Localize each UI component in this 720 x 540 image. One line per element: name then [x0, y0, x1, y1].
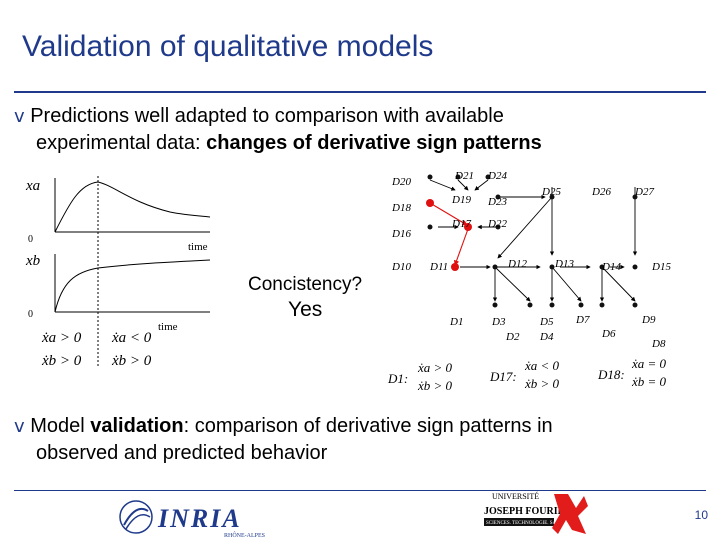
svg-text:D3: D3: [491, 316, 506, 328]
svg-text:D24: D24: [487, 170, 507, 182]
svg-text:D21: D21: [454, 170, 474, 182]
svg-text:JOSEPH FOURIER: JOSEPH FOURIER: [484, 506, 572, 517]
svg-text:D1: D1: [449, 316, 463, 328]
bullet1-line2-bold: changes of derivative sign patterns: [206, 132, 542, 154]
svg-text:UNIVERSITÉ: UNIVERSITÉ: [492, 491, 539, 501]
svg-text:RHÔNE-ALPES: RHÔNE-ALPES: [224, 531, 265, 539]
inria-logo: INRIA RHÔNE-ALPES: [119, 500, 265, 539]
svg-text:D9: D9: [641, 314, 656, 326]
bullet2-line2: observed and predicted behavior: [36, 442, 328, 464]
bullet-validation: v Model validation: comparison of deriva…: [14, 413, 720, 466]
d18-xb: ẋb = 0: [631, 374, 667, 389]
slide-title: Validation of qualitative models: [22, 30, 434, 63]
bullet-predictions: v Predictions well adapted to comparison…: [14, 103, 720, 156]
xb-curve: [54, 259, 211, 313]
svg-text:SCIENCES. TECHNOLOGIE. SANTÉ: SCIENCES. TECHNOLOGIE. SANTÉ: [486, 520, 566, 526]
xa-time-label: time: [188, 241, 208, 253]
state-transition-graph: D20 D21 D24 D18 D19 D23 D25 D26 D27 D16 …: [387, 170, 671, 393]
svg-text:D12: D12: [507, 258, 527, 270]
d1-xa: ẋa > 0: [417, 360, 453, 375]
bullet1-line2-prefix: experimental data:: [36, 132, 207, 154]
graph-nodes: [427, 174, 638, 308]
svg-text:D22: D22: [487, 218, 507, 230]
xa-zero: 0: [28, 234, 33, 245]
svg-text:D26: D26: [591, 186, 611, 198]
deriv-left-a: ẋa > 0: [41, 330, 82, 346]
svg-text:D18: D18: [391, 202, 411, 214]
deriv-left-b: ẋb > 0: [41, 353, 82, 369]
svg-text:D4: D4: [539, 331, 554, 343]
svg-text:D15: D15: [651, 261, 671, 273]
highlighted-nodes: [426, 199, 472, 271]
svg-text:D19: D19: [451, 194, 471, 206]
time-plots: xa xb 0 0 time time ẋa > 0 ẋb > 0 ẋa < 0…: [25, 176, 211, 369]
d1-xb: ẋb > 0: [417, 378, 453, 393]
graph-node-labels: D20 D21 D24 D18 D19 D23 D25 D26 D27 D16 …: [391, 170, 671, 350]
svg-text:D14: D14: [601, 261, 621, 273]
highlighted-path: [429, 202, 469, 266]
deriv-right-a: ẋa < 0: [111, 330, 152, 346]
svg-text:D13: D13: [554, 258, 574, 270]
svg-text:D16: D16: [391, 228, 411, 240]
xb-time-label: time: [158, 321, 178, 333]
svg-text:D23: D23: [487, 196, 507, 208]
d17-xa: ẋa < 0: [524, 358, 560, 373]
d18-xa: ẋa = 0: [631, 356, 667, 371]
svg-text:D20: D20: [391, 176, 411, 188]
state-annotations: D1: ẋa > 0 ẋb > 0 D17: ẋa < 0 ẋb > 0 D18…: [387, 356, 667, 393]
bullet2-bold: validation: [90, 415, 184, 437]
d18-label: D18:: [597, 367, 625, 382]
ujf-logo: UNIVERSITÉ JOSEPH FOURIER SCIENCES. TECH…: [484, 491, 588, 534]
svg-text:D17: D17: [451, 218, 471, 230]
title-divider: [14, 91, 706, 93]
bullet2-prefix: Model: [30, 415, 91, 437]
bullet-icon: v: [14, 416, 25, 437]
svg-text:D2: D2: [505, 331, 520, 343]
svg-text:D7: D7: [575, 314, 590, 326]
svg-text:D10: D10: [391, 261, 411, 273]
footer-divider: [14, 490, 706, 491]
page-number: 10: [694, 508, 708, 522]
svg-text:D6: D6: [601, 328, 616, 340]
deriv-right-b: ẋb > 0: [111, 353, 152, 369]
bullet1-line1: Predictions well adapted to comparison w…: [30, 105, 504, 127]
xb-zero: 0: [28, 309, 33, 320]
bullet-icon: v: [14, 106, 25, 127]
svg-text:D5: D5: [539, 316, 554, 328]
consistency-question: Concistency?: [248, 274, 363, 295]
svg-text:D8: D8: [651, 338, 666, 350]
xa-curve: [54, 181, 211, 233]
svg-text:D25: D25: [541, 186, 561, 198]
xb-label: xb: [25, 253, 41, 269]
xa-label: xa: [25, 178, 40, 194]
svg-text:D27: D27: [634, 186, 654, 198]
svg-text:INRIA: INRIA: [157, 504, 242, 533]
consistency-answer: Yes: [288, 298, 323, 321]
d1-label: D1:: [387, 371, 408, 386]
d17-label: D17:: [489, 369, 517, 384]
bullet2-rest: : comparison of derivative sign patterns…: [183, 415, 553, 437]
svg-text:D11: D11: [429, 261, 448, 273]
d17-xb: ẋb > 0: [524, 376, 560, 391]
